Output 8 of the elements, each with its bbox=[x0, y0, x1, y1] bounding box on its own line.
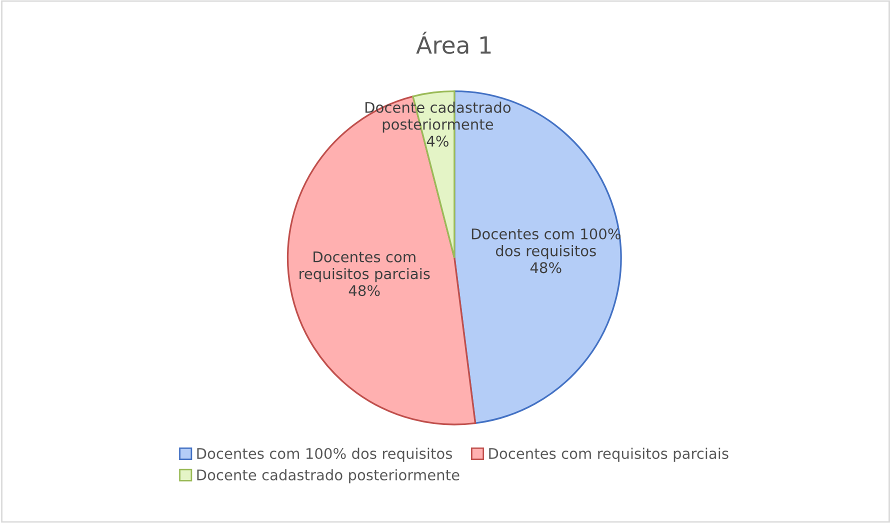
legend-label: Docentes com requisitos parciais bbox=[489, 448, 728, 462]
legend-label: Docentes com 100% dos requisitos bbox=[197, 448, 452, 462]
data-label: 4% bbox=[426, 136, 448, 147]
chart-title: Área 1 bbox=[416, 32, 491, 54]
slice-label: Docentes com requisitos parciais bbox=[300, 252, 430, 282]
legend-label: Docente cadastrado posteriormente bbox=[197, 469, 460, 484]
data-label: 48% bbox=[348, 285, 380, 296]
data-label: 48% bbox=[530, 262, 562, 274]
